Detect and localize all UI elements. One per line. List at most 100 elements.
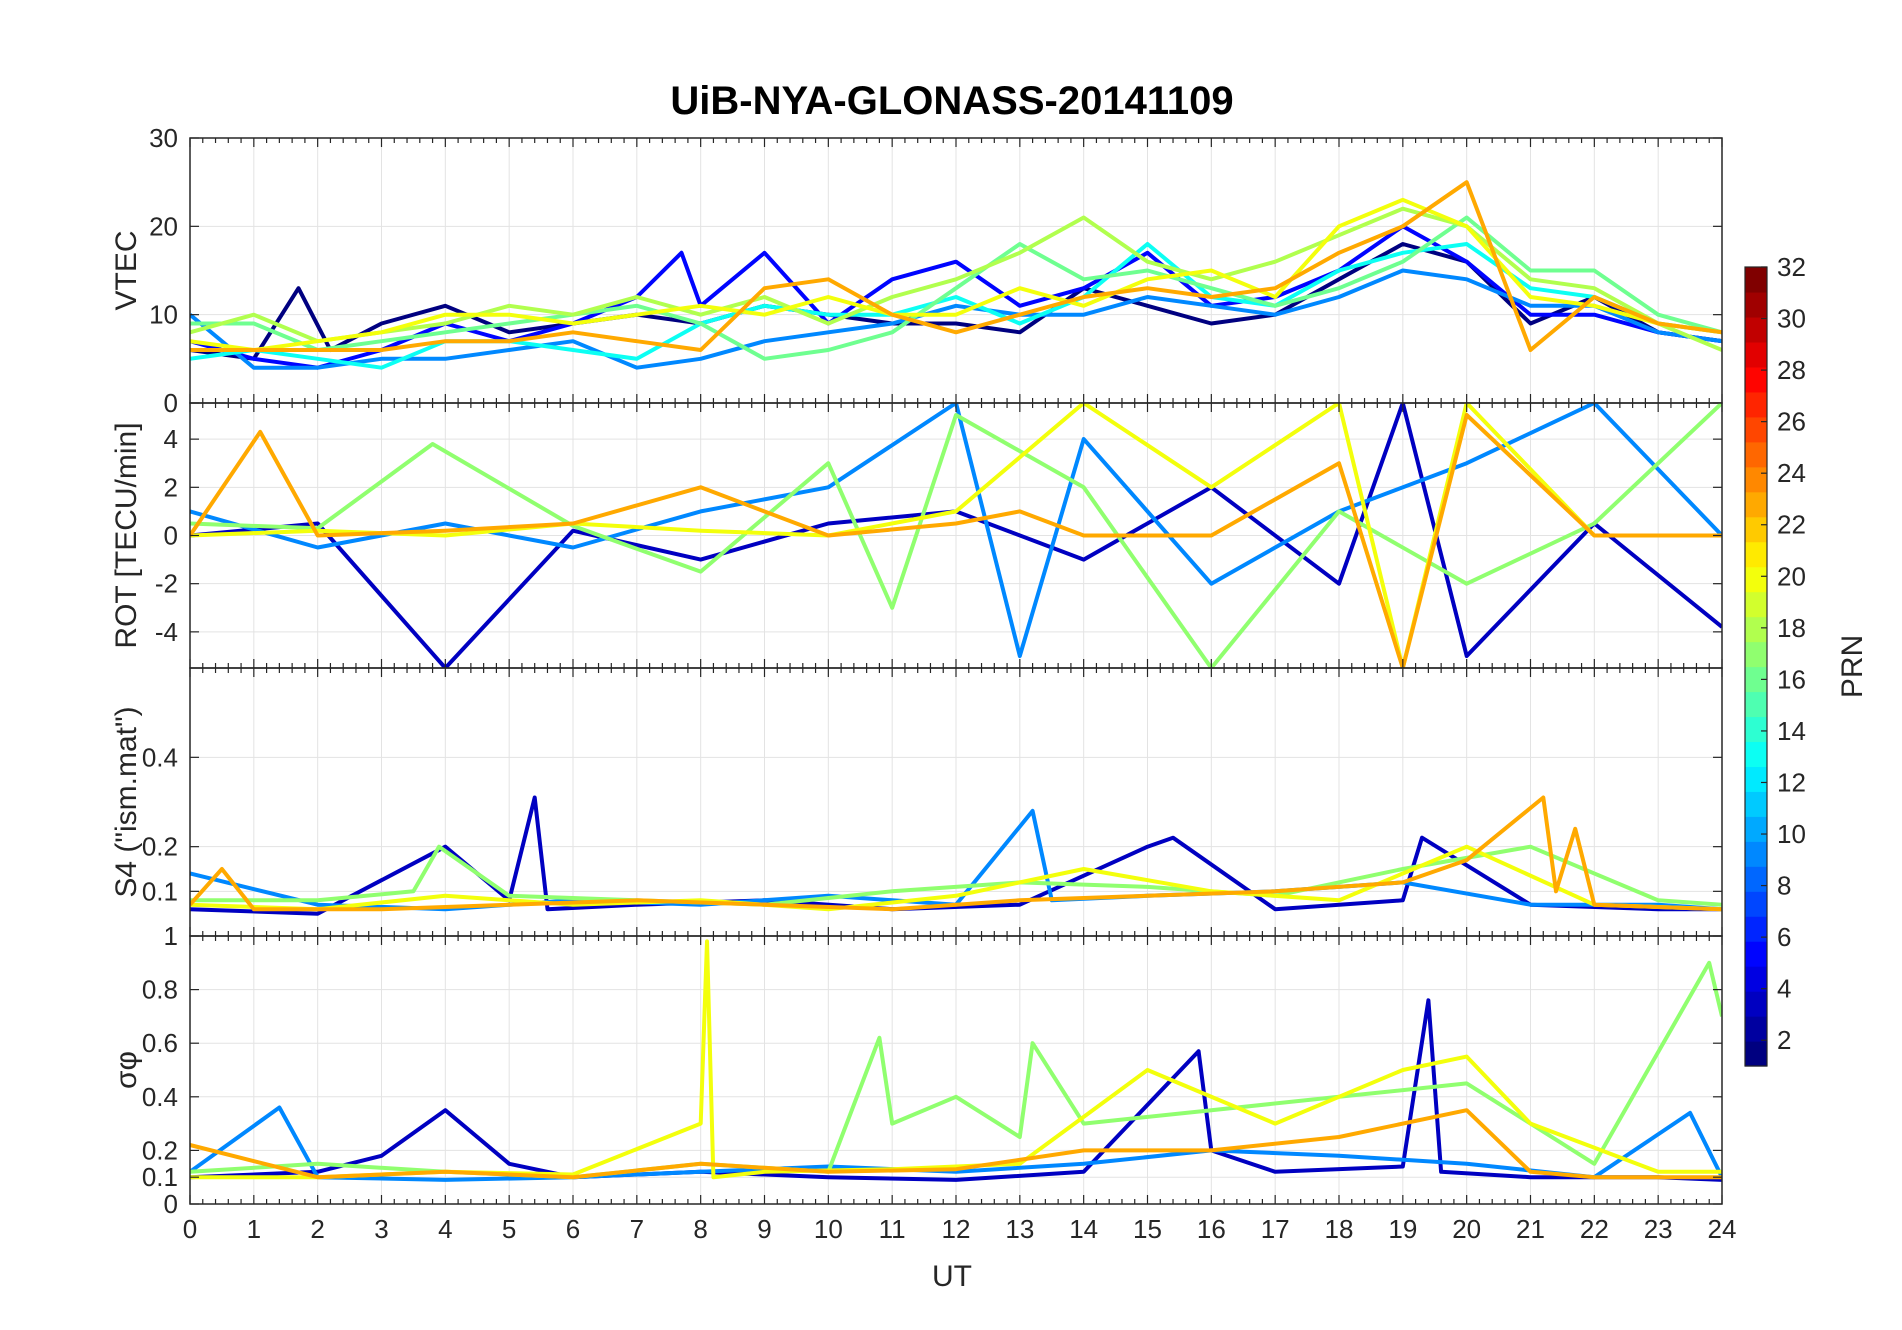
colorbar-tick-label: 2	[1777, 1025, 1791, 1055]
series-line-prn-3	[190, 403, 1722, 668]
colorbar-segment	[1745, 416, 1767, 443]
panel-vtec: 0 10 20 30 VTEC	[110, 123, 1723, 418]
series-group	[190, 403, 1722, 668]
colorbar-segment	[1745, 591, 1767, 618]
colorbar-tick-label: 10	[1777, 819, 1806, 849]
y-tick-label: 0.4	[142, 1082, 178, 1112]
colorbar-segment	[1745, 466, 1767, 493]
series-line-prn-20	[190, 403, 1722, 668]
y-tick-label: 4	[164, 424, 178, 454]
y-tick-label: 0.2	[142, 1135, 178, 1165]
y-tick-label: 20	[149, 211, 178, 241]
colorbar-segment	[1745, 267, 1767, 293]
x-tick-label: 16	[1197, 1214, 1226, 1244]
colorbar-segment	[1745, 516, 1767, 543]
y-tick-label: 0.1	[142, 876, 178, 906]
x-tick-label: 1	[247, 1214, 261, 1244]
colorbar-label: PRN	[1836, 635, 1869, 698]
x-tick-label: 14	[1069, 1214, 1098, 1244]
series-line-prn-23	[190, 180, 1722, 352]
series-line-prn-20	[190, 939, 1722, 1180]
series-line-prn-17	[190, 844, 1722, 907]
colorbar-segment	[1745, 366, 1767, 393]
y-tick-label: 0.1	[142, 1162, 178, 1192]
x-tick-label: 3	[374, 1214, 388, 1244]
y-tick-label: 0	[164, 1189, 178, 1219]
colorbar-segment	[1745, 841, 1767, 867]
x-tick-label: 8	[693, 1214, 707, 1244]
colorbar-tick-label: 24	[1777, 458, 1806, 488]
colorbar-tick-label: 14	[1777, 716, 1806, 746]
y-tick-label: 2	[164, 472, 178, 502]
colorbar-tick-label: 12	[1777, 767, 1806, 797]
colorbar-segment	[1745, 341, 1767, 368]
y-axis-label-sigma_phi: σφ	[110, 1051, 143, 1089]
series-line-prn-9	[190, 268, 1722, 370]
x-tick-label: 12	[942, 1214, 971, 1244]
y-axis-label-s4: S4 ("ism.mat")	[110, 706, 143, 897]
colorbar-segment	[1745, 641, 1767, 668]
panel-s4: 0.1 0.2 0.4S4 ("ism.mat")	[110, 667, 1723, 937]
series-line-prn-5	[190, 224, 1722, 370]
colorbar-tick-label: 32	[1777, 252, 1806, 282]
colorbar-tick-label: 16	[1777, 664, 1806, 694]
colorbar-segment	[1745, 816, 1767, 842]
colorbar-segment	[1745, 991, 1767, 1017]
x-tick-label: 20	[1452, 1214, 1481, 1244]
x-tick-label: 18	[1325, 1214, 1354, 1244]
colorbar-segment	[1745, 541, 1767, 568]
x-tick-label: 2	[310, 1214, 324, 1244]
colorbar-segment	[1745, 666, 1767, 693]
chart-title: UiB-NYA-GLONASS-20141109	[670, 79, 1233, 123]
colorbar-segment	[1745, 491, 1767, 518]
colorbar-segment	[1745, 866, 1767, 892]
colorbar-tick-label: 8	[1777, 871, 1791, 901]
series-line-prn-3	[190, 795, 1722, 916]
x-tick-label: 17	[1261, 1214, 1290, 1244]
colorbar-segment	[1745, 391, 1767, 418]
colorbar-segment	[1745, 941, 1767, 967]
colorbar-segment	[1745, 891, 1767, 917]
y-tick-label: 0.2	[142, 832, 178, 862]
colorbar-tick-label: 20	[1777, 561, 1806, 591]
series-group	[190, 939, 1722, 1182]
series-line-prn-16	[190, 215, 1722, 361]
series-line-prn-20	[190, 197, 1722, 352]
x-tick-label: 13	[1005, 1214, 1034, 1244]
x-tick-label: 9	[757, 1214, 771, 1244]
y-axis-label-rot: ROT [TECU/min]	[110, 422, 143, 648]
colorbar-tick-label: 18	[1777, 613, 1806, 643]
x-tick-label: 24	[1708, 1214, 1737, 1244]
x-tick-label: 19	[1388, 1214, 1417, 1244]
colorbar-segment	[1745, 716, 1767, 743]
colorbar-tick-label: 28	[1777, 355, 1806, 385]
colorbar-segment	[1745, 766, 1767, 792]
y-tick-label: 0.8	[142, 975, 178, 1005]
colorbar-tick-label: 6	[1777, 922, 1791, 952]
y-tick-label: 0.6	[142, 1028, 178, 1058]
colorbar-segment	[1745, 1041, 1767, 1067]
y-tick-label: 30	[149, 123, 178, 153]
x-tick-label: 5	[502, 1214, 516, 1244]
colorbar-tick-label: 22	[1777, 510, 1806, 540]
y-tick-label: -2	[155, 569, 178, 599]
y-tick-label: 0.4	[142, 742, 178, 772]
y-tick-label: 0	[164, 388, 178, 418]
x-tick-label: 22	[1580, 1214, 1609, 1244]
series-line-prn-17	[190, 403, 1722, 668]
x-tick-label: 21	[1516, 1214, 1545, 1244]
x-tick-label: 0	[183, 1214, 197, 1244]
x-tick-label: 10	[814, 1214, 843, 1244]
series-group	[190, 795, 1722, 916]
colorbar-segment	[1745, 741, 1767, 767]
y-tick-label: 0	[164, 521, 178, 551]
colorbar-segment	[1745, 441, 1767, 468]
series-line-prn-3	[190, 998, 1722, 1182]
series-line-prn-23	[190, 413, 1722, 668]
colorbar-frame	[1744, 266, 1768, 1067]
